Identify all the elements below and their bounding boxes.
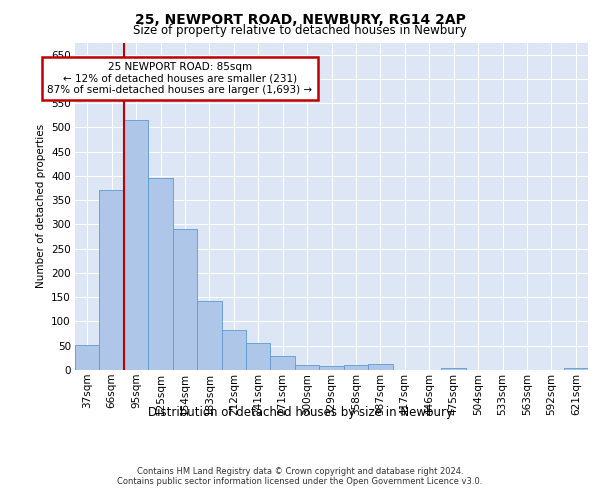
- Text: Distribution of detached houses by size in Newbury: Distribution of detached houses by size …: [148, 406, 452, 419]
- Bar: [563, 368, 588, 370]
- Text: Contains HM Land Registry data © Crown copyright and database right 2024.: Contains HM Land Registry data © Crown c…: [137, 467, 463, 476]
- Bar: [148, 178, 173, 370]
- Bar: [100, 190, 124, 370]
- Text: 25, NEWPORT ROAD, NEWBURY, RG14 2AP: 25, NEWPORT ROAD, NEWBURY, RG14 2AP: [134, 12, 466, 26]
- Y-axis label: Number of detached properties: Number of detached properties: [35, 124, 46, 288]
- Bar: [75, 346, 100, 370]
- Bar: [368, 364, 392, 370]
- Bar: [344, 364, 368, 370]
- Bar: [197, 300, 221, 370]
- Bar: [173, 229, 197, 370]
- Bar: [442, 368, 466, 370]
- Bar: [124, 120, 148, 370]
- Bar: [271, 356, 295, 370]
- Bar: [246, 344, 271, 370]
- Text: Contains public sector information licensed under the Open Government Licence v3: Contains public sector information licen…: [118, 477, 482, 486]
- Text: 25 NEWPORT ROAD: 85sqm
← 12% of detached houses are smaller (231)
87% of semi-de: 25 NEWPORT ROAD: 85sqm ← 12% of detached…: [47, 62, 313, 95]
- Bar: [295, 365, 319, 370]
- Bar: [221, 330, 246, 370]
- Bar: [319, 366, 344, 370]
- Text: Size of property relative to detached houses in Newbury: Size of property relative to detached ho…: [133, 24, 467, 37]
